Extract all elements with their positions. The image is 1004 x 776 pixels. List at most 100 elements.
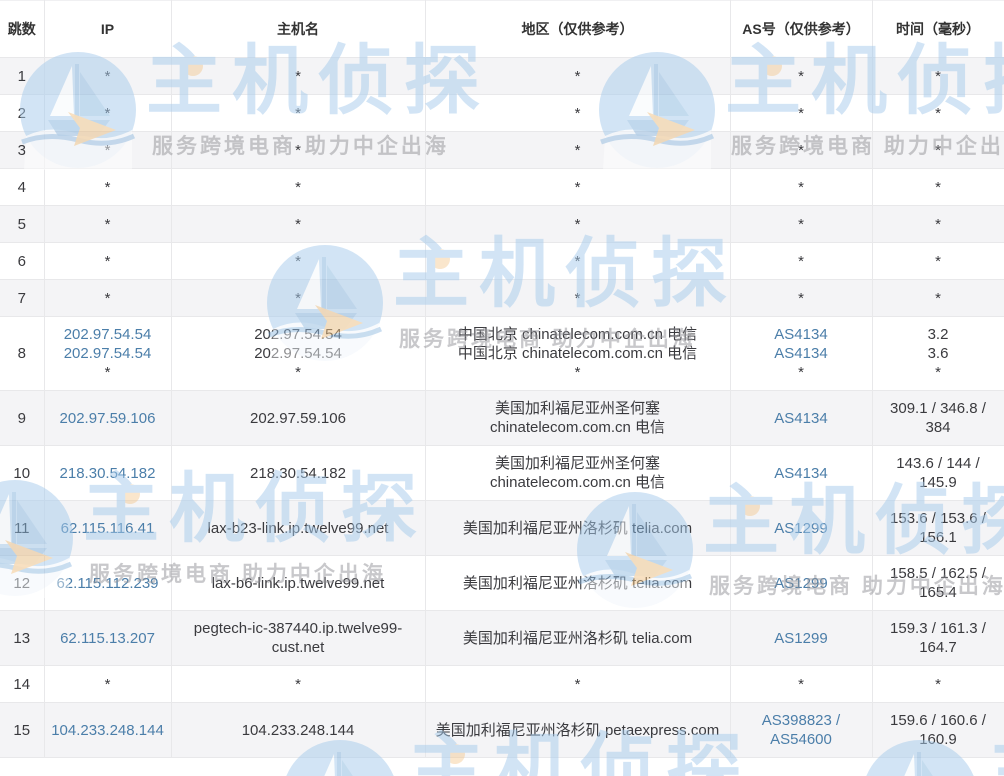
time-value: 158.5 / 162.5 / 165.4	[890, 565, 986, 601]
cell-region: *	[424, 57, 731, 95]
ip-link[interactable]: 202.97.54.54	[63, 326, 152, 343]
ip-value: *	[104, 67, 111, 85]
region-value: *	[574, 252, 581, 270]
cell-host: 218.30.54.182	[170, 445, 426, 501]
time-value: 143.6 / 144 / 145.9	[896, 455, 980, 491]
asn-link[interactable]: AS1299	[774, 629, 828, 647]
cell-region: *	[424, 168, 731, 206]
time-value: *	[935, 675, 941, 693]
asn-link[interactable]: AS1299	[774, 574, 828, 592]
cell-ip: 202.97.54.54 202.97.54.54 *	[43, 316, 172, 391]
region-value: 美国加利福尼亚州洛杉矶 telia.com	[462, 629, 693, 647]
time-value: 3.6	[927, 345, 949, 362]
ip-link[interactable]: 62.115.116.41	[60, 519, 155, 537]
cell-hop: 4	[0, 168, 45, 206]
cell-host: pegtech-ic-387440.ip.twelve99-cust.net	[170, 610, 426, 666]
ip-link[interactable]: 62.115.13.207	[60, 629, 155, 647]
cell-host: lax-b6-link.ip.twelve99.net	[170, 555, 426, 611]
cell-asn: *	[729, 205, 873, 243]
cell-hop: 15	[0, 702, 45, 758]
time-value: *	[935, 289, 941, 307]
table-row: 13 62.115.13.207 pegtech-ic-387440.ip.twel…	[0, 610, 1004, 666]
time-value: *	[935, 141, 941, 159]
asn-link[interactable]: AS4134	[774, 464, 828, 482]
hop-value: 4	[17, 178, 26, 196]
table-row: 7 * * * * *	[0, 279, 1004, 317]
cell-time: *	[871, 131, 1004, 169]
hop-value: 2	[17, 104, 26, 122]
ip-link[interactable]: 62.115.112.239	[56, 574, 159, 592]
ip-value: *	[104, 252, 111, 270]
host-value: *	[295, 289, 301, 307]
asn-link[interactable]: AS1299	[774, 519, 828, 537]
cell-hop: 12	[0, 555, 45, 611]
host-value: 218.30.54.182	[250, 464, 346, 482]
asn-link[interactable]: AS4134	[774, 409, 828, 427]
cell-host: 202.97.54.54 202.97.54.54 *	[170, 316, 426, 391]
ip-value: *	[104, 104, 111, 122]
ip-value: *	[104, 675, 111, 693]
cell-hop: 11	[0, 500, 45, 556]
hop-value: 14	[13, 675, 31, 693]
ip-link[interactable]: 218.30.54.182	[59, 464, 156, 482]
cell-ip: 62.115.112.239	[43, 555, 172, 611]
cell-time: 158.5 / 162.5 / 165.4	[871, 555, 1004, 611]
cell-hop: 1	[0, 57, 45, 95]
ip-link[interactable]: 202.97.54.54	[63, 345, 152, 362]
time-value: *	[935, 252, 941, 270]
hop-value: 5	[17, 215, 26, 233]
cell-host: 202.97.59.106	[170, 390, 426, 446]
cell-ip: *	[43, 131, 172, 169]
cell-region: *	[424, 279, 731, 317]
cell-ip: 202.97.59.106	[43, 390, 172, 446]
hop-value: 13	[13, 629, 31, 647]
time-value: 153.6 / 153.6 / 156.1	[890, 510, 986, 546]
cell-asn: AS1299	[729, 555, 873, 611]
asn-link[interactable]: AS4134	[774, 345, 828, 362]
cell-time: 159.3 / 161.3 / 164.7	[871, 610, 1004, 666]
table-row: 3 * * * * *	[0, 131, 1004, 169]
asn-value: *	[798, 67, 804, 85]
cell-host: *	[170, 94, 426, 132]
region-value: *	[574, 178, 581, 196]
cell-asn: AS1299	[729, 500, 873, 556]
ip-link[interactable]: 202.97.59.106	[59, 409, 156, 427]
cell-ip: 104.233.248.144	[43, 702, 172, 758]
asn-link[interactable]: AS398823 / AS54600	[761, 712, 841, 748]
region-value: *	[574, 289, 581, 307]
asn-link[interactable]: AS4134	[774, 326, 828, 343]
hop-value: 8	[17, 345, 26, 362]
cell-region: *	[424, 205, 731, 243]
cell-region: 美国加利福尼亚州圣何塞 chinatelecom.com.cn 电信	[424, 445, 731, 501]
header-host: 主机名	[170, 0, 426, 58]
region-value: 中国北京 chinatelecom.com.cn 电信	[457, 345, 698, 362]
host-value: *	[295, 675, 301, 693]
host-value: 202.97.54.54	[254, 345, 342, 362]
cell-asn: *	[729, 665, 873, 703]
header-ip: IP	[43, 0, 172, 58]
cell-hop: 2	[0, 94, 45, 132]
table-row: 8 202.97.54.54 202.97.54.54 * 202.97.54.54 20…	[0, 316, 1004, 391]
cell-ip: *	[43, 242, 172, 280]
cell-ip: *	[43, 57, 172, 95]
host-value: *	[295, 178, 301, 196]
table-row: 14 * * * * *	[0, 665, 1004, 703]
ip-link[interactable]: 104.233.248.144	[51, 721, 164, 739]
header-time: 时间（毫秒）	[871, 0, 1004, 58]
cell-time: 159.6 / 160.6 / 160.9	[871, 702, 1004, 758]
cell-asn: *	[729, 94, 873, 132]
cell-time: *	[871, 279, 1004, 317]
time-value: 309.1 / 346.8 / 384	[890, 400, 986, 436]
cell-region: *	[424, 665, 731, 703]
region-value: *	[574, 675, 581, 693]
cell-ip: *	[43, 665, 172, 703]
cell-hop: 5	[0, 205, 45, 243]
region-value: *	[574, 215, 581, 233]
cell-hop: 10	[0, 445, 45, 501]
ip-value: *	[104, 289, 111, 307]
region-value: 美国加利福尼亚州圣何塞 chinatelecom.com.cn 电信	[489, 455, 666, 491]
cell-asn: *	[729, 57, 873, 95]
cell-host: *	[170, 205, 426, 243]
table-row: 9 202.97.59.106 202.97.59.106 美国加利福尼亚州圣何塞 c…	[0, 390, 1004, 446]
time-value: 159.3 / 161.3 / 164.7	[890, 620, 986, 656]
